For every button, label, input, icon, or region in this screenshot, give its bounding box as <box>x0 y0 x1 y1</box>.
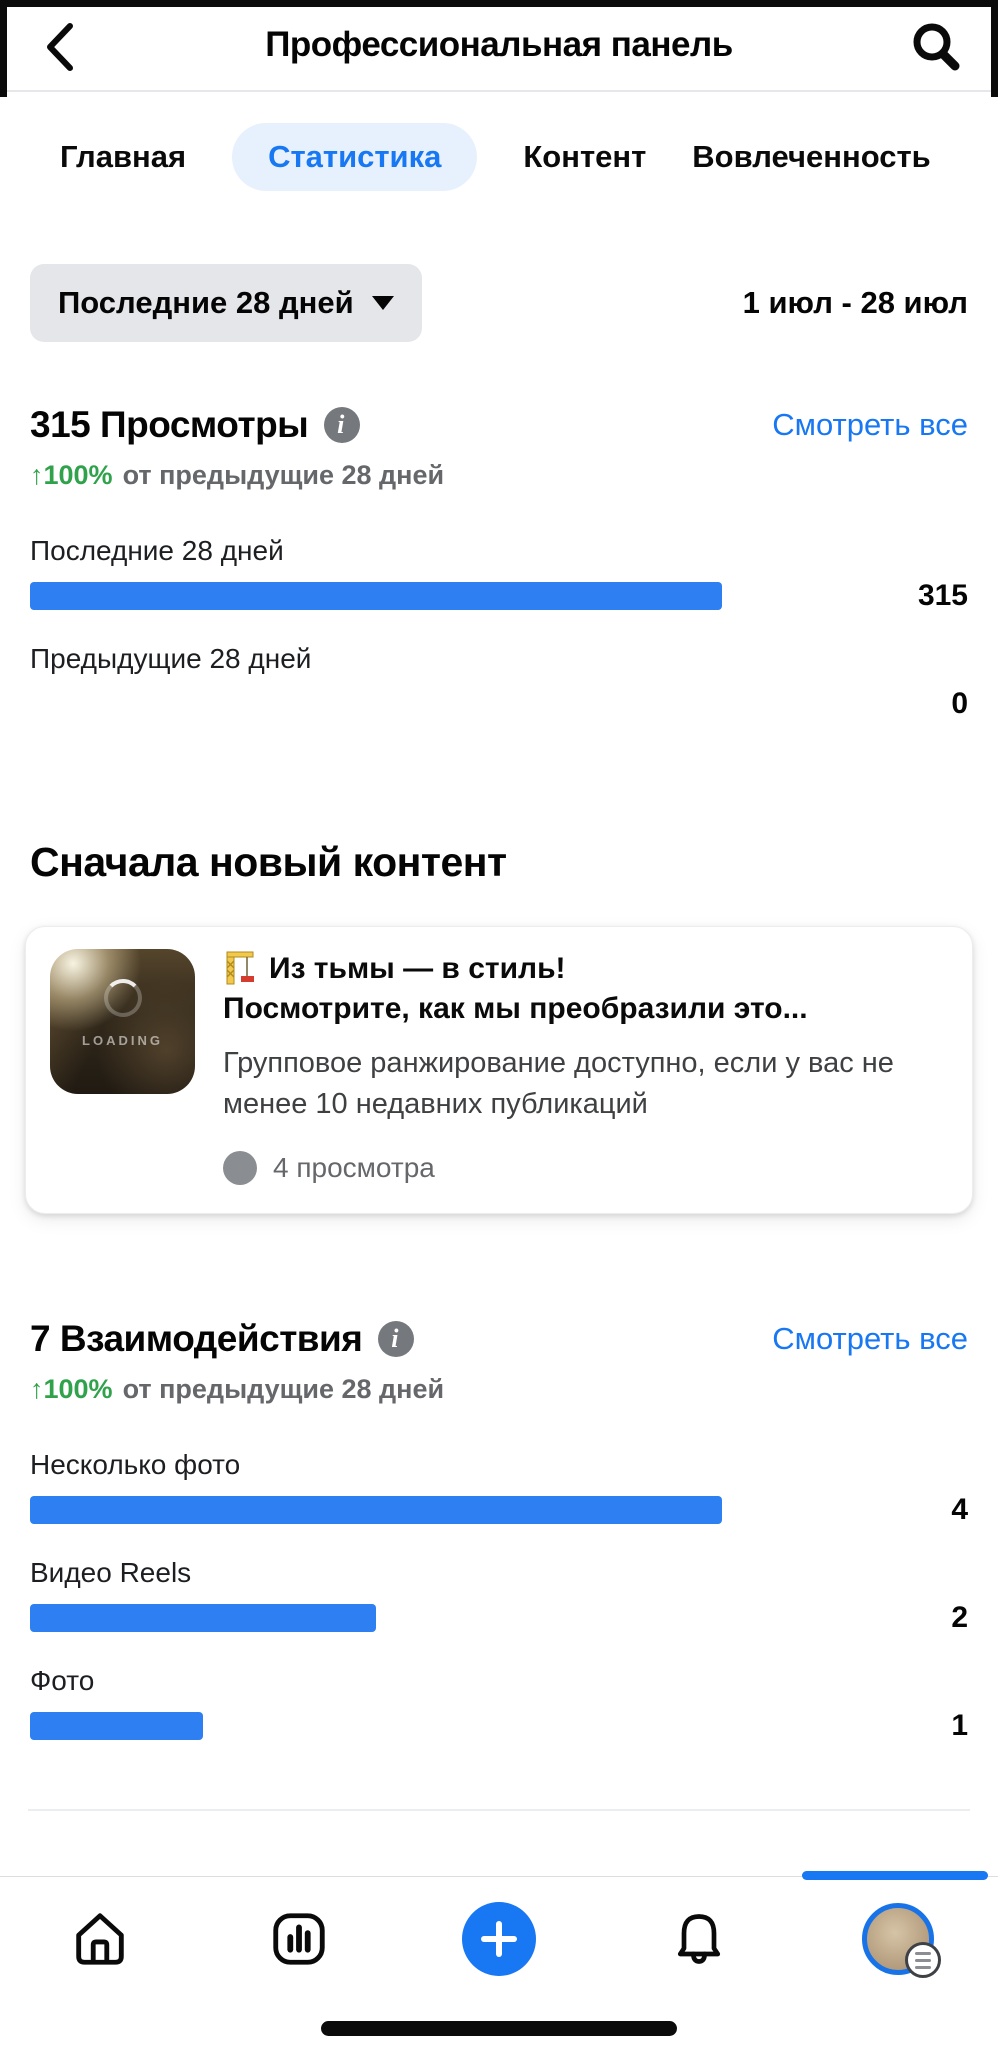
search-button[interactable] <box>910 20 962 72</box>
interactions-section-title: 7 Взаимодействия <box>30 1317 363 1359</box>
tab-insights[interactable]: Статистика <box>232 123 478 191</box>
screenshot-border-top <box>0 0 998 7</box>
home-indicator-bar[interactable] <box>321 2021 677 2036</box>
interactions-bar-chart: Несколько фото 4 Видео Reels 2 Фото 1 <box>30 1449 968 1743</box>
header: Профессиональная панель <box>0 0 998 92</box>
create-plus-icon <box>461 1902 536 1976</box>
views-section-title: 315 Просмотры <box>30 404 309 445</box>
bar-row: Предыдущие 28 дней 0 <box>30 643 968 721</box>
reach-dot-icon <box>223 1150 257 1185</box>
trend-text: от предыдущие 28 дней <box>122 1373 445 1404</box>
new-content-heading: Сначала новый контент <box>30 839 507 885</box>
nav-profile-button[interactable] <box>858 1899 942 1979</box>
home-icon <box>76 1913 124 1965</box>
bar-value: 1 <box>951 1708 968 1742</box>
tab-bar: Главная Статистика Контент Вовлеченность <box>60 122 998 192</box>
profile-menu-badge-icon <box>905 1942 942 1978</box>
bar-row: Последние 28 дней 315 <box>30 535 968 613</box>
chevron-left-icon <box>47 23 73 71</box>
nav-insights-button[interactable] <box>259 1899 339 1979</box>
nav-notifications-button[interactable] <box>659 1899 739 1979</box>
search-icon <box>913 23 960 71</box>
views-trend: ↑100% от предыдущие 28 дней <box>30 460 968 491</box>
nav-create-button[interactable] <box>459 1899 539 1979</box>
post-views-count: 4 просмотра <box>273 1151 435 1183</box>
tab-engagement[interactable]: Вовлеченность <box>692 139 931 174</box>
post-description: Групповое ранжирование доступно, если у … <box>223 1047 894 1120</box>
bell-icon <box>677 1914 720 1964</box>
post-title-line2: Посмотрите, как мы преобразили это... <box>223 992 808 1026</box>
info-icon[interactable]: i <box>324 407 361 443</box>
section-divider <box>28 1808 970 1811</box>
bar-label: Видео Reels <box>30 1556 192 1588</box>
filter-row: Последние 28 дней 1 июл - 28 июл <box>30 264 968 342</box>
bar-value: 2 <box>951 1600 968 1634</box>
views-section: 315 Просмотры i Смотреть все ↑100% от пре… <box>30 404 968 721</box>
tab-home[interactable]: Главная <box>60 139 187 174</box>
views-bar-chart: Последние 28 дней 315 Предыдущие 28 дней… <box>30 535 968 721</box>
bar-label: Предыдущие 28 дней <box>30 643 312 674</box>
bar-label: Фото <box>30 1664 95 1696</box>
crane-emoji-icon <box>226 951 254 985</box>
nav-home-button[interactable] <box>60 1899 140 1979</box>
views-see-all-link[interactable]: Смотреть все <box>772 407 968 442</box>
info-icon[interactable]: i <box>378 1320 415 1357</box>
period-dropdown[interactable]: Последние 28 дней <box>30 264 422 342</box>
period-dropdown-label: Последние 28 дней <box>58 285 354 320</box>
post-title-line1: Из тьмы — в стиль! <box>269 952 566 985</box>
post-card-body: Из тьмы — в стиль! Посмотрите, как мы пр… <box>223 949 946 1185</box>
bar-row: Фото 1 <box>30 1665 968 1743</box>
bar-label: Несколько фото <box>30 1448 241 1480</box>
trend-text: от предыдущие 28 дней <box>122 460 445 490</box>
loading-text: LOADING <box>82 1033 163 1049</box>
tab-content[interactable]: Контент <box>523 139 647 174</box>
bar-row: Несколько фото 4 <box>30 1449 968 1527</box>
page-title: Профессиональная панель <box>265 25 733 64</box>
bar-fill <box>30 582 722 610</box>
screenshot-border-left <box>0 0 7 97</box>
screenshot-border-right <box>991 0 998 97</box>
bottom-nav-bar <box>0 1871 998 2048</box>
profile-avatar <box>862 1903 942 1978</box>
bar-fill <box>30 1603 376 1632</box>
bar-value: 0 <box>951 687 968 720</box>
date-range-label: 1 июл - 28 июл <box>742 285 968 320</box>
trend-up-percent: ↑100% <box>30 1373 113 1404</box>
bar-fill <box>30 1711 203 1740</box>
bar-label: Последние 28 дней <box>30 535 284 566</box>
interactions-see-all-link[interactable]: Смотреть все <box>772 1320 968 1356</box>
active-tab-indicator <box>802 1871 988 1880</box>
interactions-section: 7 Взаимодействия i Смотреть все ↑100% от … <box>30 1318 968 1743</box>
insights-icon <box>273 1913 326 1965</box>
bar-fill <box>30 1495 722 1524</box>
bar-value: 315 <box>917 579 968 612</box>
caret-down-icon <box>371 296 394 310</box>
bar-value: 4 <box>951 1492 968 1526</box>
content-post-card[interactable]: LOADING Из тьмы — в стиль! <box>25 926 973 1214</box>
bar-row: Видео Reels 2 <box>30 1557 968 1635</box>
interactions-trend: ↑100% от предыдущие 28 дней <box>30 1374 968 1405</box>
trend-up-percent: ↑100% <box>30 460 113 490</box>
back-button[interactable] <box>42 22 76 72</box>
loading-spinner-icon <box>103 979 142 1018</box>
post-thumbnail: LOADING <box>50 949 195 1094</box>
